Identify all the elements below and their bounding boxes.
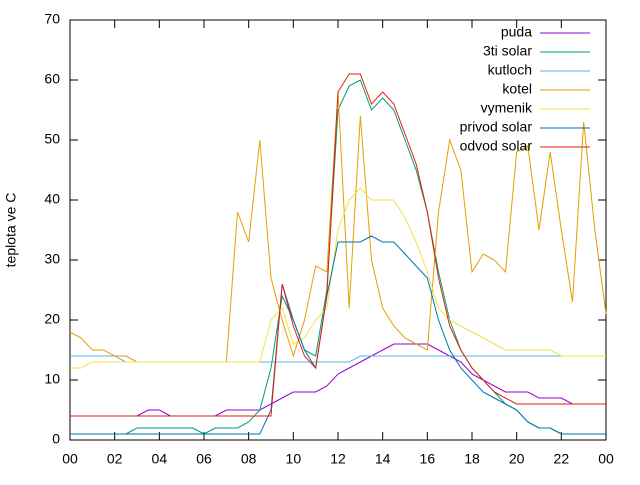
y-tick-label: 60 bbox=[44, 71, 60, 87]
x-tick-label: 22 bbox=[554, 451, 570, 467]
x-tick-label: 00 bbox=[62, 451, 78, 467]
series-line bbox=[70, 343, 606, 417]
y-tick-label: 50 bbox=[44, 131, 60, 147]
x-tick-label: 06 bbox=[196, 451, 212, 467]
x-tick-label: 10 bbox=[286, 451, 302, 467]
x-tick-label: 08 bbox=[241, 451, 257, 467]
x-tick-label: 04 bbox=[152, 451, 168, 467]
x-tick-label: 02 bbox=[107, 451, 123, 467]
series-line bbox=[70, 187, 606, 369]
legend-label: kutloch bbox=[488, 62, 532, 78]
x-tick-label: 18 bbox=[464, 451, 480, 467]
x-tick-label: 20 bbox=[509, 451, 525, 467]
legend-label: puda bbox=[501, 24, 532, 40]
x-tick-label: 12 bbox=[330, 451, 346, 467]
x-tick-label: 16 bbox=[420, 451, 436, 467]
x-tick-label: 14 bbox=[375, 451, 391, 467]
y-axis-label: teplota ve C bbox=[3, 193, 19, 268]
series-line bbox=[70, 73, 606, 417]
legend-label: odvod solar bbox=[460, 138, 533, 154]
legend-label: kotel bbox=[502, 81, 532, 97]
legend-label: 3ti solar bbox=[483, 43, 532, 59]
series-line bbox=[70, 235, 606, 435]
legend-label: privod solar bbox=[460, 119, 533, 135]
y-tick-label: 70 bbox=[44, 11, 60, 27]
y-tick-label: 40 bbox=[44, 191, 60, 207]
y-tick-label: 20 bbox=[44, 311, 60, 327]
y-tick-label: 10 bbox=[44, 371, 60, 387]
y-tick-label: 0 bbox=[52, 431, 60, 447]
y-tick-label: 30 bbox=[44, 251, 60, 267]
legend-label: vymenik bbox=[481, 100, 533, 116]
x-tick-label: 00 bbox=[598, 451, 614, 467]
